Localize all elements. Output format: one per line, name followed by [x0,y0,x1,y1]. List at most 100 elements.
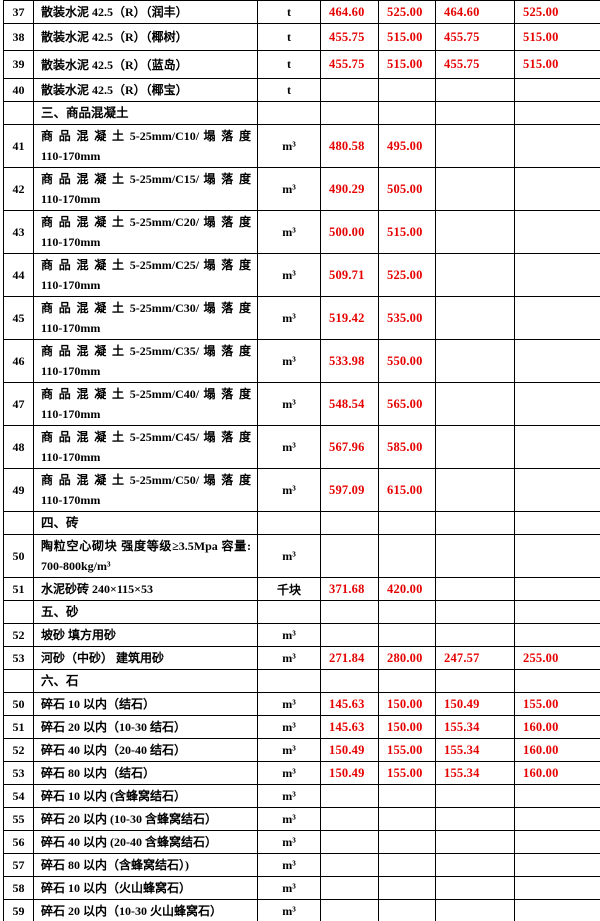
price-cell-4 [514,899,600,921]
price-cell-3 [435,511,515,535]
material-name-cell: 商 品 混 凝 土 5-25mm/C45/ 塌 落 度 110-170mm [33,425,258,469]
price-value-3: 247.57 [444,650,480,665]
material-name-cell: 五、砂 [33,600,258,624]
price-cell-3 [435,339,515,383]
price-cell-2 [378,899,436,921]
table-row: 44 商 品 混 凝 土 5-25mm/C25/ 塌 落 度 110-170mm… [3,253,600,297]
unit-label: m³ [282,482,296,497]
price-value-3: 455.75 [444,57,480,71]
price-cell-4: 160.00 [514,715,600,739]
price-value-4: 155.00 [523,696,559,711]
unit-cell: m³ [257,761,321,785]
price-value-1: 455.75 [329,57,365,71]
price-cell-1 [320,784,379,808]
material-name-line2: 110-170mm [41,192,101,206]
unit-label: m³ [282,181,296,196]
price-value-1: 464.60 [329,4,365,19]
row-number: 39 [12,57,25,71]
price-value-2: 420.00 [387,581,423,596]
price-value-2: 615.00 [387,482,423,497]
table-row: 45 商 品 混 凝 土 5-25mm/C30/ 塌 落 度 110-170mm… [3,296,600,340]
material-name: 水泥砂砖 240×115×53 [41,582,154,596]
price-value-1: 150.49 [329,742,365,757]
price-cell-1 [320,623,379,647]
price-cell-4 [514,253,600,297]
price-value-4: 160.00 [523,765,559,780]
price-value-1: 567.96 [329,439,365,454]
row-number-cell: 52 [3,623,34,647]
price-value-1: 500.00 [329,224,365,239]
price-value-1: 480.58 [329,138,365,153]
row-number: 55 [12,811,25,826]
material-name-cell: 散装水泥 42.5（R）（椰宝） [33,78,258,102]
price-value-1: 519.42 [329,310,365,325]
unit-cell: m³ [257,468,321,512]
table-row: 51 碎石 20 以内（10-30 结石） m³ 145.63 150.00 1… [3,715,600,739]
unit-cell: 千块 [257,577,321,601]
price-cell-2 [378,511,436,535]
material-name: 三、商品混凝土 [41,106,129,120]
price-cell-4: 515.00 [514,23,600,51]
price-table: 37 散装水泥 42.5（R）（润丰） t 464.60 525.00 464.… [3,0,600,921]
material-name-line2: 110-170mm [41,321,101,335]
price-value-4: 160.00 [523,719,559,734]
material-name-cell: 碎石 20 以内 (10-30 含蜂窝结石） [33,807,258,831]
price-cell-1: 480.58 [320,124,379,168]
price-cell-1: 519.42 [320,296,379,340]
material-name-line2: 110-170mm [41,235,101,249]
price-cell-4: 515.00 [514,50,600,79]
price-cell-2: 150.00 [378,715,436,739]
price-cell-4 [514,784,600,808]
table-row: 48 商 品 混 凝 土 5-25mm/C45/ 塌 落 度 110-170mm… [3,425,600,469]
price-cell-3 [435,425,515,469]
price-value-4: 515.00 [523,57,559,71]
price-cell-4 [514,577,600,601]
price-value-2: 585.00 [387,439,423,454]
material-name: 碎石 20 以内 (10-30 含蜂窝结石） [41,812,217,826]
price-value-1: 145.63 [329,719,365,734]
row-number-cell: 54 [3,784,34,808]
price-cell-4 [514,876,600,900]
unit-cell: m³ [257,807,321,831]
unit-cell: m³ [257,899,321,921]
price-cell-3 [435,853,515,877]
unit-label: m³ [282,765,296,780]
price-cell-3 [435,784,515,808]
price-cell-3 [435,577,515,601]
section-row: 三、商品混凝土 [3,101,600,125]
price-cell-3: 464.60 [435,0,515,24]
price-cell-3: 155.34 [435,761,515,785]
price-value-2: 525.00 [387,267,423,282]
material-name-cell: 碎石 10 以内 (含蜂窝结石） [33,784,258,808]
price-cell-4 [514,425,600,469]
unit-cell: m³ [257,876,321,900]
unit-label: m³ [282,788,296,803]
row-number-cell: 53 [3,646,34,670]
row-number: 37 [12,4,25,19]
price-value-3: 464.60 [444,4,480,19]
unit-label: m³ [282,396,296,411]
price-value-3: 150.49 [444,696,480,711]
unit-cell: m³ [257,210,321,254]
table-row: 57 碎石 80 以内（含蜂窝结石）) m³ [3,853,600,877]
material-name-cell: 河砂（中砂） 建筑用砂 [33,646,258,670]
price-cell-1 [320,830,379,854]
material-name-cell: 商 品 混 凝 土 5-25mm/C35/ 塌 落 度 110-170mm [33,339,258,383]
price-value-1: 271.84 [329,650,365,665]
price-value-1: 509.71 [329,267,365,282]
row-number-cell: 43 [3,210,34,254]
table-row: 40 散装水泥 42.5（R）（椰宝） t [3,78,600,102]
price-cell-1 [320,899,379,921]
price-cell-4 [514,669,600,693]
row-number: 40 [12,82,25,97]
row-number: 49 [12,482,25,497]
price-cell-3 [435,830,515,854]
price-value-2: 280.00 [387,650,423,665]
row-number-cell: 45 [3,296,34,340]
price-cell-1: 567.96 [320,425,379,469]
price-cell-2: 155.00 [378,761,436,785]
material-name: 碎石 40 以内（20-40 结石） [41,743,186,757]
price-cell-2: 585.00 [378,425,436,469]
price-cell-2: 535.00 [378,296,436,340]
price-cell-3 [435,101,515,125]
